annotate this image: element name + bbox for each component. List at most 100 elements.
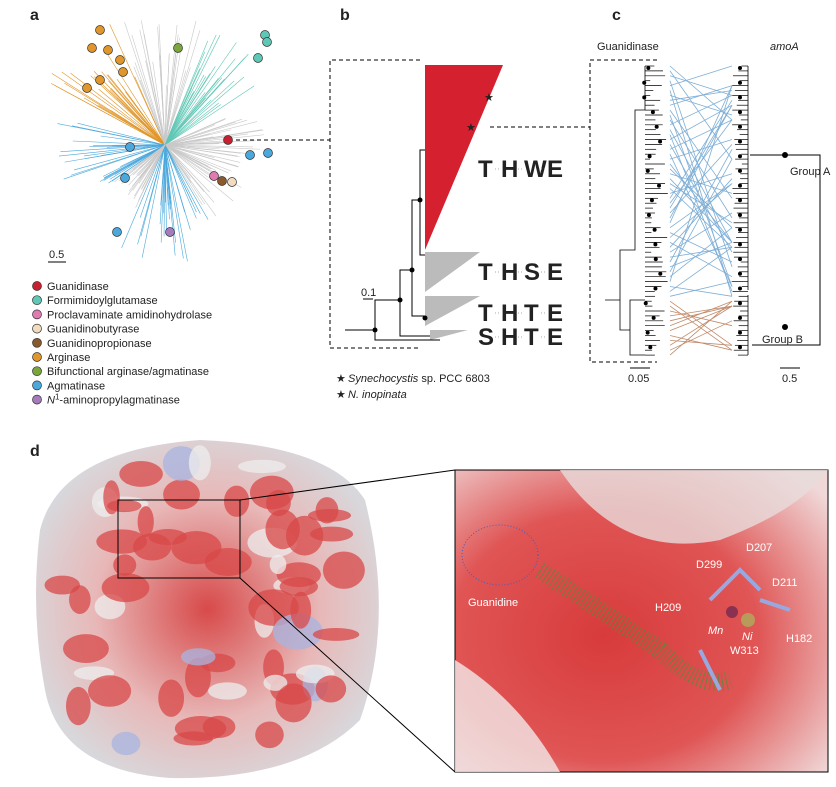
node bbox=[738, 301, 742, 306]
star-legend: N. inopinata bbox=[348, 389, 407, 401]
ligand-label: Guanidine bbox=[468, 597, 518, 609]
panel-label: c bbox=[612, 7, 621, 24]
branch bbox=[121, 144, 166, 249]
surface-patch bbox=[119, 461, 163, 487]
branch bbox=[72, 140, 166, 146]
panel-label: b bbox=[340, 7, 350, 24]
surface-patch bbox=[137, 506, 154, 538]
tree bbox=[345, 149, 440, 341]
node bbox=[738, 66, 742, 70]
legend-swatch bbox=[32, 309, 42, 320]
surface-patch bbox=[163, 479, 200, 510]
legend-label: Formimidoylglutamase bbox=[47, 295, 158, 307]
branch bbox=[164, 144, 203, 206]
branch bbox=[140, 20, 166, 146]
clade-marker bbox=[217, 176, 227, 186]
branch bbox=[164, 144, 241, 154]
branch bbox=[164, 144, 201, 214]
branch bbox=[164, 144, 184, 259]
node bbox=[651, 315, 656, 320]
node bbox=[738, 198, 742, 203]
node bbox=[738, 154, 742, 159]
node bbox=[782, 324, 788, 330]
surface-patch bbox=[62, 634, 109, 663]
link bbox=[669, 158, 733, 272]
branch bbox=[142, 144, 166, 189]
surface-patch bbox=[307, 509, 352, 522]
clade bbox=[425, 296, 480, 326]
clade-marker bbox=[112, 227, 122, 237]
node bbox=[738, 139, 742, 144]
branch bbox=[143, 144, 166, 174]
link bbox=[669, 281, 733, 297]
link bbox=[669, 85, 733, 223]
surface-patch bbox=[315, 675, 347, 703]
surface-patch bbox=[107, 499, 142, 513]
branch bbox=[139, 144, 166, 218]
motif-letter: S bbox=[524, 259, 540, 286]
metal-label: Ni bbox=[742, 631, 753, 643]
legend-rest: -aminopropylagmatinase bbox=[59, 395, 179, 407]
branch bbox=[135, 144, 166, 208]
legend-swatch bbox=[32, 380, 42, 391]
branch bbox=[164, 104, 221, 146]
scale-label: 0.1 bbox=[361, 287, 376, 299]
motif-letter: H bbox=[501, 324, 518, 351]
species: Synechocystis bbox=[348, 373, 419, 385]
node bbox=[738, 271, 742, 276]
scale-label: 0.5 bbox=[49, 249, 64, 261]
clade-marker bbox=[120, 173, 130, 183]
branch bbox=[164, 144, 176, 243]
panel-b: b 0.1 ★ ★ T H W ET H S ET H T ES H T E ★ Synechocyst… bbox=[236, 7, 590, 401]
node bbox=[738, 80, 742, 85]
node bbox=[642, 95, 647, 100]
link bbox=[669, 227, 733, 278]
branch bbox=[102, 144, 166, 177]
clade-marker bbox=[103, 45, 113, 55]
branch bbox=[108, 80, 166, 146]
node bbox=[658, 139, 663, 144]
node bbox=[738, 227, 742, 232]
legend-label: Guanidinobutyrase bbox=[47, 324, 139, 336]
branch bbox=[164, 144, 188, 262]
tanglegram bbox=[605, 65, 749, 356]
legend-sup: 1 bbox=[55, 393, 60, 402]
branch bbox=[164, 53, 170, 146]
link bbox=[669, 85, 733, 282]
branch bbox=[124, 22, 166, 146]
node bbox=[657, 183, 662, 188]
clade bbox=[425, 252, 480, 292]
surface bbox=[455, 660, 560, 772]
residue-label: H182 bbox=[786, 633, 812, 645]
branch bbox=[152, 61, 166, 146]
node bbox=[738, 110, 742, 115]
tree-title: Guanidinase bbox=[597, 41, 659, 53]
residue-sticks bbox=[698, 567, 791, 691]
branch bbox=[164, 117, 226, 146]
branch bbox=[164, 144, 197, 219]
surface-patch bbox=[185, 657, 211, 698]
surface-patch bbox=[44, 575, 81, 595]
residue-label: H209 bbox=[655, 602, 681, 614]
link bbox=[669, 183, 733, 238]
panel-c: c Guanidinase amoA Group A Group B 0.05 … bbox=[589, 7, 831, 385]
branch bbox=[164, 42, 183, 146]
panel-label: a bbox=[30, 7, 39, 24]
branch bbox=[99, 144, 166, 182]
node bbox=[653, 257, 658, 262]
branch bbox=[164, 144, 206, 205]
node bbox=[646, 213, 651, 217]
legend-label: Guanidinase bbox=[47, 281, 109, 293]
branch bbox=[98, 105, 166, 146]
panel-d: d Guanidine D207 D299 D211 H209 W313 H18… bbox=[30, 440, 829, 779]
branch bbox=[141, 144, 166, 258]
clade-marker bbox=[262, 37, 272, 47]
clade-marker bbox=[82, 83, 92, 93]
branch bbox=[164, 140, 232, 146]
surface-patch bbox=[275, 683, 312, 723]
clade-marker bbox=[173, 43, 183, 53]
link bbox=[669, 300, 733, 346]
branch bbox=[50, 83, 166, 146]
branch bbox=[164, 144, 197, 213]
